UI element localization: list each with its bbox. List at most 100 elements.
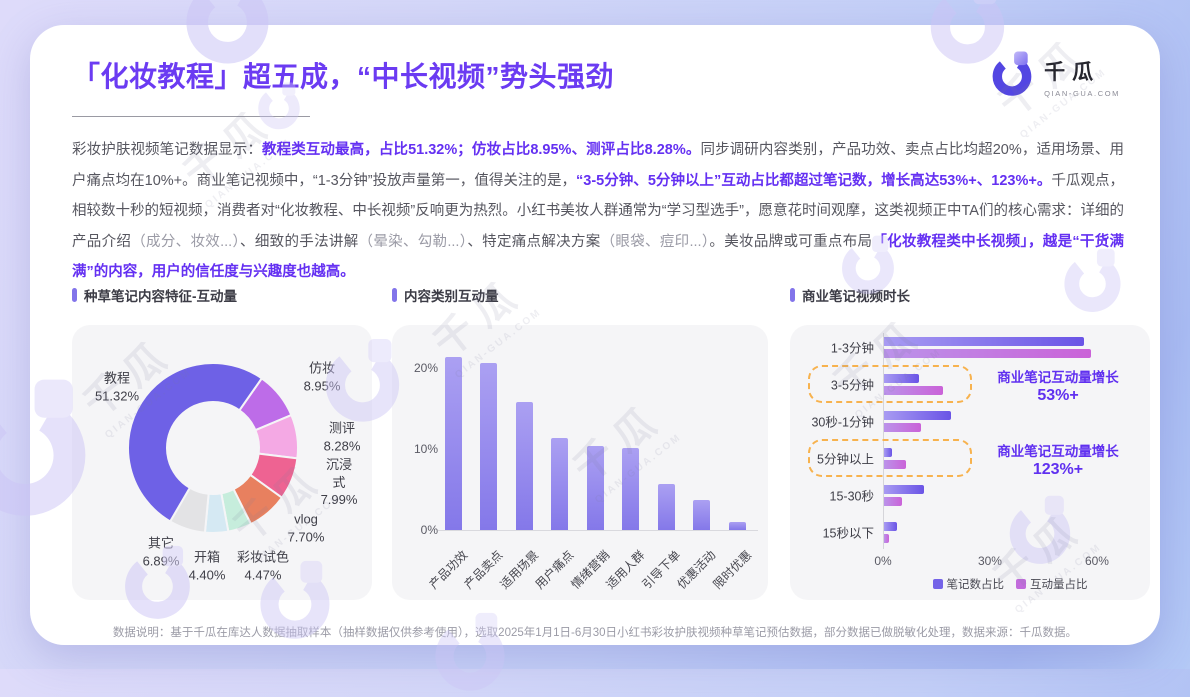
donut-labels: 仿妆 8.95% 测评 8.28% 沉浸式 7.99% vlog 7.70% 彩妆试色 4.47%… [72, 325, 372, 600]
vertical-bar-chart-panel: 0% 10% 20% 产品功效 产品卖点 适用场景 用户痛点 情绪营销 适用人群 引导下单 优惠活动… [392, 325, 768, 600]
brand-domain: QIAN-GUA.COM [1044, 88, 1120, 98]
bar-用户痛点 [551, 437, 568, 530]
bar-产品功效 [444, 356, 462, 530]
bar-15秒以下-互动量占比 [884, 534, 889, 543]
donut-label-沉浸式: 沉浸式 7.99% [320, 456, 358, 507]
legend-item-笔记数占比: 笔记数占比 [932, 576, 1004, 592]
donut-label-仿妆: 仿妆 8.95% [303, 360, 341, 394]
bar-15秒以下-笔记数占比 [884, 522, 897, 531]
legend-item-互动量占比: 互动量占比 [1016, 576, 1088, 592]
bar-优惠活动 [693, 500, 710, 530]
highlight-box-3-5分钟 [808, 365, 972, 403]
y-tick-label: 10% [413, 442, 438, 456]
bar-适用场景 [515, 402, 533, 530]
bar-category-label: 适用场景 [497, 547, 542, 592]
section-marker [72, 288, 77, 302]
bar-category-label: 限时优惠 [710, 547, 755, 592]
bar-category-label: 引导下单 [639, 547, 684, 592]
y-tick-label: 0% [420, 523, 438, 537]
y-axis-line [883, 333, 884, 549]
donut-label-教程: 教程 51.32% [94, 370, 140, 404]
brand-text: 千瓜 QIAN-GUA.COM [1044, 56, 1120, 98]
section-header: 内容类别互动量 [392, 286, 768, 304]
bar-category-label: 产品功效 [426, 547, 471, 592]
bar-限时优惠 [728, 521, 746, 530]
row-label-15-30秒: 15-30秒 [829, 489, 874, 504]
x-tick-label: 0% [874, 554, 892, 568]
bar-5分钟以上-笔记数占比 [884, 448, 892, 457]
donut-label-其它: 其它 6.89% [142, 535, 180, 569]
row-label-1-3分钟: 1-3分钟 [830, 341, 874, 356]
annotation-53%+: 商业笔记互动量增长 53%+ [997, 370, 1119, 404]
bar-适用人群 [622, 448, 639, 530]
bar-产品卖点 [480, 363, 497, 530]
bar-1-3分钟-笔记数占比 [884, 337, 1084, 346]
row-label-15秒以下: 15秒以下 [822, 526, 874, 541]
donut-label-彩妆试色: 彩妆试色 4.47% [236, 549, 290, 583]
paragraph-segment: 同步调研内容类别，产品功效、卖点占比均超20%，适用场景、用户痛点均在10%+。… [72, 142, 1124, 189]
donut-chart [127, 362, 299, 534]
bar-3-5分钟-互动量占比 [884, 386, 943, 395]
row-label-5分钟以上: 5分钟以上 [817, 452, 874, 467]
horizontal-bar-chart-panel: 1-3分钟 3-5分钟 30秒-1分钟 5分钟以上 15-30秒 15秒以下 商业笔记互动量… [790, 325, 1150, 600]
paragraph-segment: （眼袋、痘印...） [600, 233, 710, 250]
bar-30秒-1分钟-笔记数占比 [884, 411, 952, 420]
bar-情绪营销 [586, 445, 604, 530]
donut-label-vlog: vlog 7.70% [287, 511, 325, 545]
bar-category-label: 用户痛点 [532, 547, 577, 592]
donut-label-测评: 测评 8.28% [323, 420, 361, 454]
section-title: 内容类别互动量 [404, 289, 499, 304]
brand-logo: 千瓜 QIAN-GUA.COM [989, 51, 1120, 102]
page-title: 「化妆教程」超五成，“中长视频”势头强劲 [72, 61, 615, 92]
row-label-3-5分钟: 3-5分钟 [830, 378, 874, 393]
bar-30秒-1分钟-互动量占比 [884, 423, 922, 432]
brand-swirl-icon [989, 51, 1035, 102]
section-marker [790, 288, 795, 302]
y-tick-label: 20% [413, 361, 438, 375]
donut-slice-教程 [127, 362, 264, 523]
title-underline [72, 116, 310, 117]
bar-3-5分钟-笔记数占比 [884, 374, 919, 383]
summary-paragraph: 彩妆护肤视频笔记数据显示：教程类互动最高，占比51.32%；仿妆占比8.95%、… [72, 135, 1124, 288]
donut-chart-panel: 仿妆 8.95% 测评 8.28% 沉浸式 7.99% vlog 7.70% 彩妆试色 4.47%… [72, 325, 372, 600]
paragraph-segment: 、特定痛点解决方案 [467, 233, 601, 250]
bar-15-30秒-互动量占比 [884, 497, 902, 506]
highlight-box-5分钟以上 [808, 439, 972, 477]
paragraph-segment: “3-5分钟、5分钟以上”互动占比都超过笔记数，增长高达53%+、123%+。 [576, 172, 1052, 189]
paragraph-segment: 教程类互动最高，占比51.32%；仿妆占比8.95%、测评占比8.28%。 [261, 142, 701, 158]
bar-5分钟以上-互动量占比 [884, 460, 907, 469]
data-disclaimer: 数据说明：基于千瓜在库达人数据抽取样本（抽样数据仅供参考使用），选取2025年1… [112, 627, 1078, 639]
paragraph-segment: 彩妆护肤视频笔记数据显示： [72, 142, 262, 158]
section-title: 种草笔记内容特征-互动量 [84, 289, 237, 304]
x-tick-label: 30% [977, 554, 1002, 568]
donut-label-开箱: 开箱 4.40% [188, 549, 226, 583]
bar-category-label: 产品卖点 [461, 547, 506, 592]
legend-swatch [1016, 579, 1026, 589]
x-tick-label: 60% [1084, 554, 1109, 568]
bar-category-label: 适用人群 [603, 547, 648, 592]
section-donut: 种草笔记内容特征-互动量 仿妆 8.95% 测评 8.28% 沉浸式 7.99% vlog 7… [72, 286, 372, 600]
paragraph-segment: 、细致的手法讲解 [240, 233, 359, 250]
section-hbar: 商业笔记视频时长 1-3分钟 3-5分钟 30秒-1分钟 5分钟以上 15-30秒 15秒… [790, 286, 1150, 600]
section-marker [392, 288, 397, 302]
bar-1-3分钟-互动量占比 [884, 349, 1091, 358]
x-axis-line [438, 530, 758, 531]
bar-引导下单 [657, 483, 675, 530]
paragraph-segment: （成分、妆效...） [131, 233, 241, 250]
bar-15-30秒-笔记数占比 [884, 485, 924, 494]
paragraph-segment: 。美妆品牌或可重点布局 [709, 233, 873, 250]
row-label-30秒-1分钟: 30秒-1分钟 [811, 415, 874, 430]
report-content: 「化妆教程」超五成，“中长视频”势头强劲 千瓜 QIAN-GUA.COM 彩妆护… [30, 25, 1160, 645]
section-header: 种草笔记内容特征-互动量 [72, 286, 372, 304]
annotation-123%+: 商业笔记互动量增长 123%+ [997, 444, 1119, 478]
paragraph-segment: 「化妆教程类中长视频」，越是“干货满满”的内容，用户的信任度与兴趣度也越高。 [72, 233, 1125, 281]
section-title: 商业笔记视频时长 [802, 289, 910, 304]
bar-category-label: 优惠活动 [674, 547, 719, 592]
brand-name: 千瓜 [1044, 60, 1101, 84]
bar-category-label: 情绪营销 [568, 547, 613, 592]
section-vbar: 内容类别互动量 0% 10% 20% 产品功效 产品卖点 适用场景 用户痛点 情绪营销 适用人群… [392, 286, 768, 600]
paragraph-segment: 千瓜观点，相较数十秒的短视频，消费者对“化妆教程、中长视频”反响更为热烈。小红书… [72, 172, 1125, 250]
section-header: 商业笔记视频时长 [790, 286, 1150, 304]
legend: 笔记数占比 互动量占比 [890, 576, 1130, 592]
paragraph-segment: （晕染、勾勒...） [358, 233, 468, 250]
